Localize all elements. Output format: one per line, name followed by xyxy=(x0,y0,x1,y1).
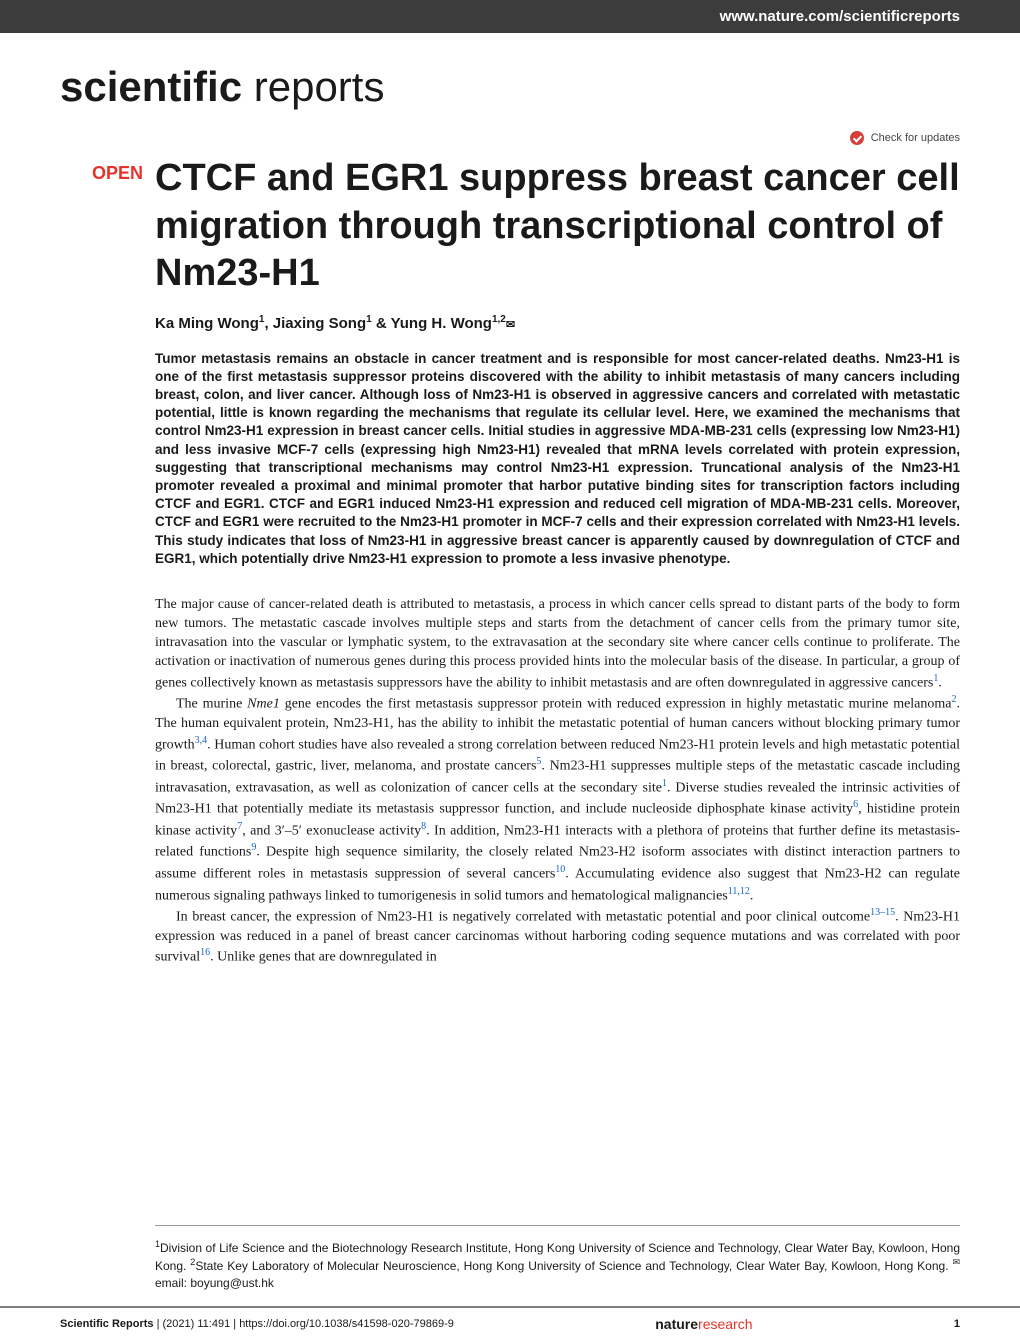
affiliations: 1Division of Life Science and the Biotec… xyxy=(155,1225,960,1292)
page-number: 1 xyxy=(954,1318,960,1330)
footer-left: Scientific Reports | (2021) 11:491 | htt… xyxy=(60,1318,454,1330)
citation[interactable]: 3,4 xyxy=(195,735,208,746)
footer-citation: (2021) 11:491 xyxy=(163,1318,231,1330)
footer-journal: Scientific Reports xyxy=(60,1318,154,1330)
left-column: OPEN xyxy=(60,155,155,968)
right-column: CTCF and EGR1 suppress breast cancer cel… xyxy=(155,155,960,968)
logo-bold: scientific xyxy=(60,63,242,110)
corresponding-email: email: boyung@ust.hk xyxy=(155,1276,274,1290)
body-paragraph-1: The major cause of cancer-related death … xyxy=(155,596,960,693)
authors: Ka Ming Wong1, Jiaxing Song1 & Yung H. W… xyxy=(155,314,960,332)
nature-research-logo: natureresearch xyxy=(655,1316,752,1332)
citation[interactable]: 13–15 xyxy=(870,907,895,918)
authors-text: Ka Ming Wong1, Jiaxing Song1 & Yung H. W… xyxy=(155,315,515,332)
check-updates[interactable]: Check for updates xyxy=(0,131,1020,155)
check-updates-label: Check for updates xyxy=(871,132,960,144)
citation[interactable]: 10 xyxy=(555,864,565,875)
site-url: www.nature.com/scientificreports xyxy=(720,8,960,25)
citation[interactable]: 11,12 xyxy=(728,886,750,897)
body-paragraph-2: The murine Nme1 gene encodes the first m… xyxy=(155,693,960,906)
footer-doi[interactable]: https://doi.org/10.1038/s41598-020-79869… xyxy=(239,1318,454,1330)
article-title: CTCF and EGR1 suppress breast cancer cel… xyxy=(155,155,960,298)
corresponding-icon: ✉ xyxy=(952,1257,960,1267)
body-text: The major cause of cancer-related death … xyxy=(155,596,960,968)
body-paragraph-3: In breast cancer, the expression of Nm23… xyxy=(155,906,960,968)
article: OPEN CTCF and EGR1 suppress breast cance… xyxy=(0,155,1020,968)
logo-light: reports xyxy=(242,63,384,110)
abstract: Tumor metastasis remains an obstacle in … xyxy=(155,350,960,569)
journal-logo: scientific reports xyxy=(0,33,1020,131)
page-footer: Scientific Reports | (2021) 11:491 | htt… xyxy=(0,1306,1020,1340)
corresponding-icon: ✉ xyxy=(506,319,515,331)
citation[interactable]: 16 xyxy=(200,947,210,958)
site-header: www.nature.com/scientificreports xyxy=(0,0,1020,33)
open-access-label: OPEN xyxy=(60,163,155,184)
check-updates-icon xyxy=(850,131,864,145)
